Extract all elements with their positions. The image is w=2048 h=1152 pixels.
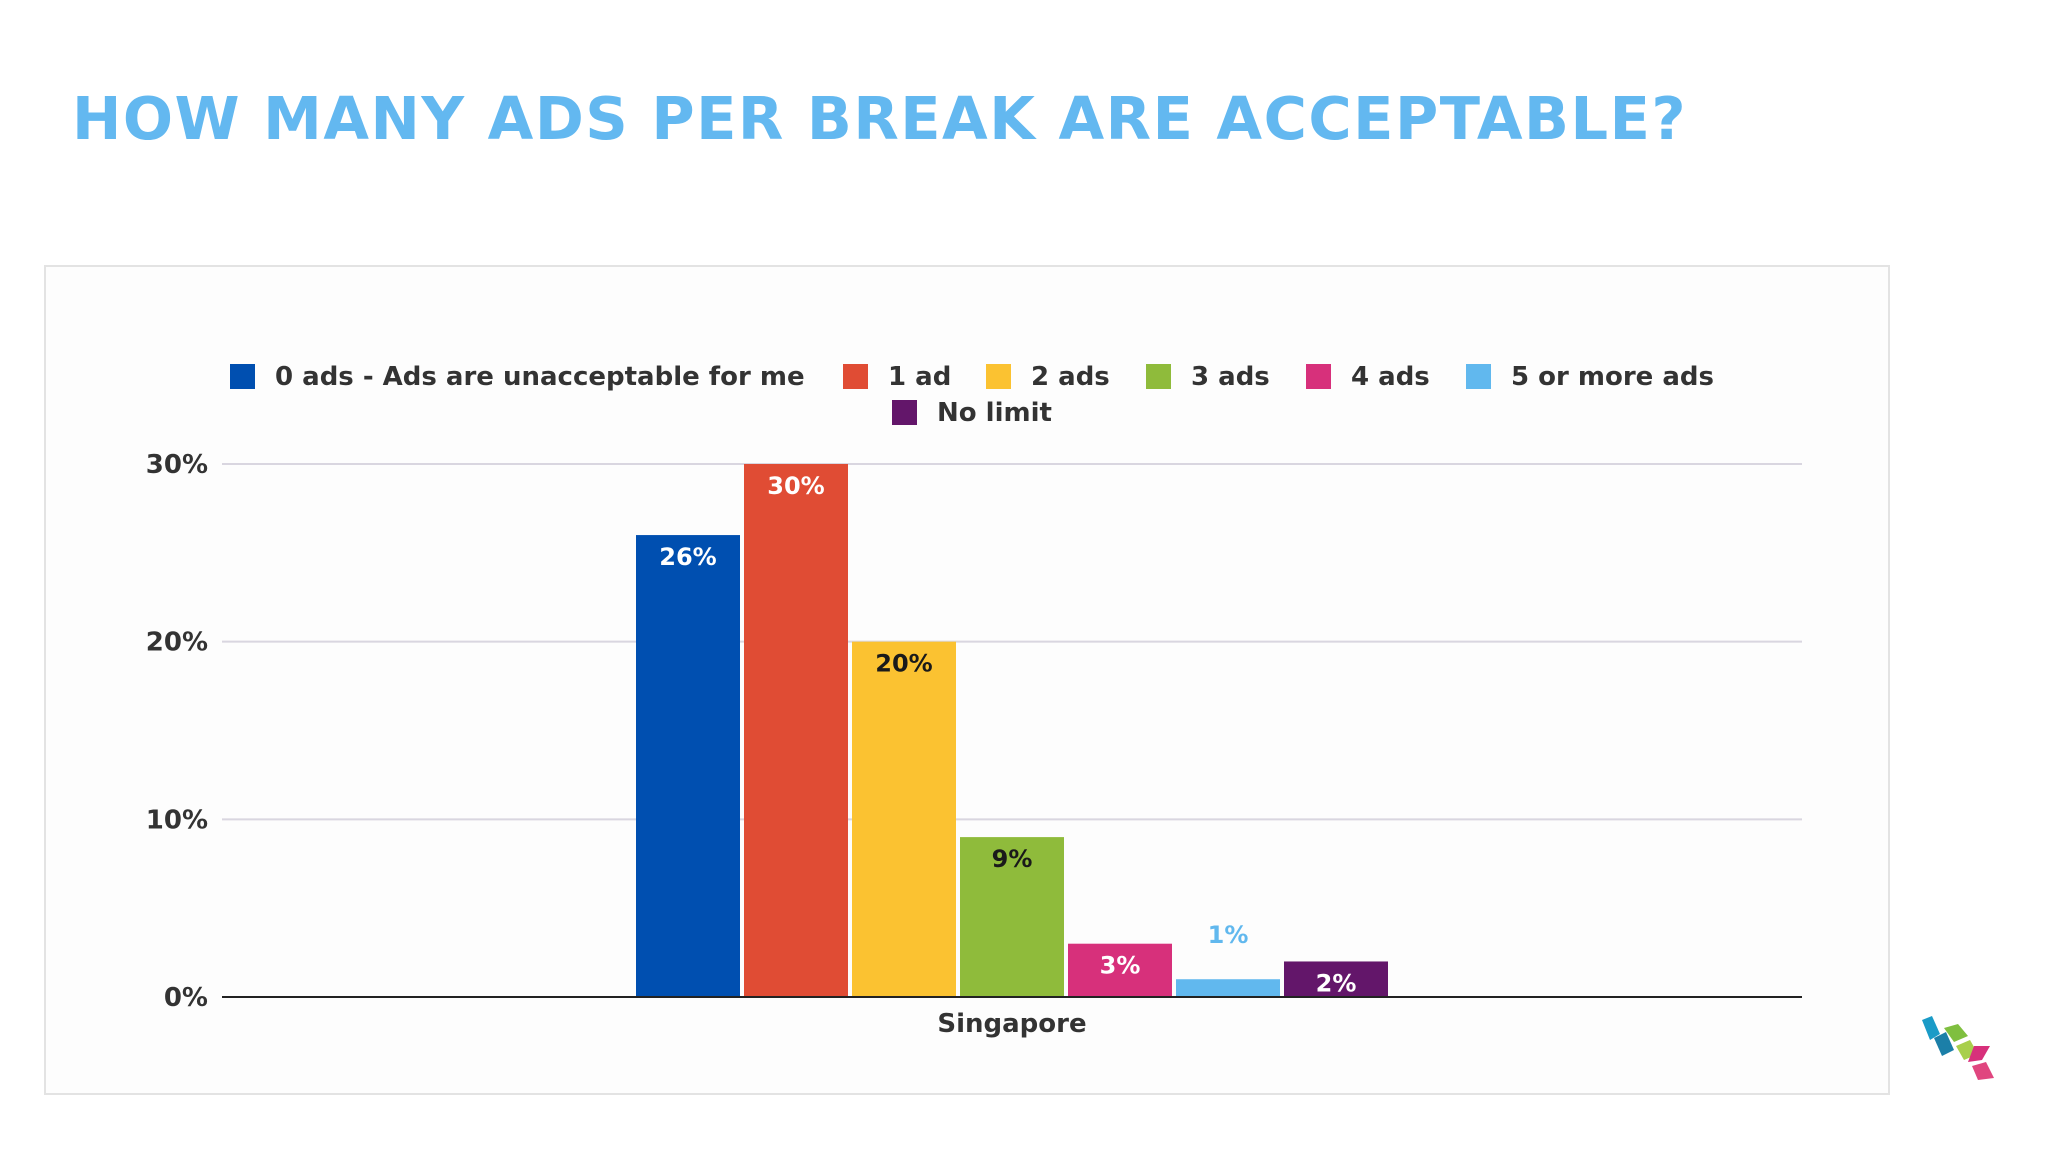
x-category-label: Singapore	[937, 1009, 1086, 1039]
x-axis: Singapore	[222, 996, 1802, 1039]
legend-label: 3 ads	[1191, 362, 1270, 392]
legend-item: 2 ads	[986, 362, 1110, 392]
legend-item: 1 ad	[843, 362, 951, 392]
y-tick-label: 0%	[164, 983, 208, 1013]
legend-label: 4 ads	[1351, 362, 1430, 392]
stacked-chevron-logo-icon	[1922, 1016, 1994, 1080]
bar	[1068, 943, 1172, 997]
legend-label: No limit	[937, 398, 1052, 428]
bar	[744, 464, 848, 997]
legend-swatch	[1306, 364, 1331, 389]
bar-data-label: 2%	[1316, 969, 1357, 997]
legend-item: 5 or more ads	[1466, 362, 1714, 392]
legend-label: 0 ads - Ads are unacceptable for me	[275, 362, 805, 392]
legend-swatch	[1466, 364, 1491, 389]
legend-item: 4 ads	[1306, 362, 1430, 392]
legend-label: 5 or more ads	[1511, 362, 1714, 392]
chart-gridlines	[222, 463, 1802, 821]
legend-item: No limit	[892, 398, 1052, 428]
bar	[636, 535, 740, 997]
legend-swatch	[230, 364, 255, 389]
legend-item: 3 ads	[1146, 362, 1270, 392]
chart-legend: 0 ads - Ads are unacceptable for me 1 ad 2…	[230, 362, 1714, 428]
bar	[960, 837, 1064, 997]
bar	[1284, 961, 1388, 997]
bar	[1176, 979, 1280, 997]
bar-data-label: 30%	[767, 472, 824, 500]
legend-swatch	[1146, 364, 1171, 389]
y-tick-label: 10%	[146, 805, 208, 835]
legend-swatch	[986, 364, 1011, 389]
bar-data-label: 26%	[659, 543, 716, 571]
bar-chart: 0 ads - Ads are unacceptable for me 1 ad 2…	[146, 362, 1802, 1039]
chart-bars: 26% 30% 20% 9% 3% 1% 2%	[636, 464, 1388, 997]
bar-data-label: 9%	[992, 845, 1033, 873]
chart-panel: 0 ads - Ads are unacceptable for me 1 ad 2…	[44, 265, 1890, 1095]
bar-data-label: 3%	[1100, 952, 1141, 980]
legend-item: 0 ads - Ads are unacceptable for me	[230, 362, 805, 392]
y-tick-label: 30%	[146, 450, 208, 480]
legend-swatch	[843, 364, 868, 389]
slide-title: HOW MANY ADS PER BREAK ARE ACCEPTABLE?	[72, 84, 1688, 153]
legend-label: 1 ad	[888, 362, 951, 392]
legend-swatch	[892, 400, 917, 425]
legend-label: 2 ads	[1031, 362, 1110, 392]
bar-data-label: 1%	[1208, 921, 1249, 949]
bar-data-label: 20%	[875, 650, 932, 678]
bar	[852, 641, 956, 997]
y-axis-tick-labels: 0% 10% 20% 30%	[146, 450, 208, 1013]
y-tick-label: 20%	[146, 628, 208, 658]
